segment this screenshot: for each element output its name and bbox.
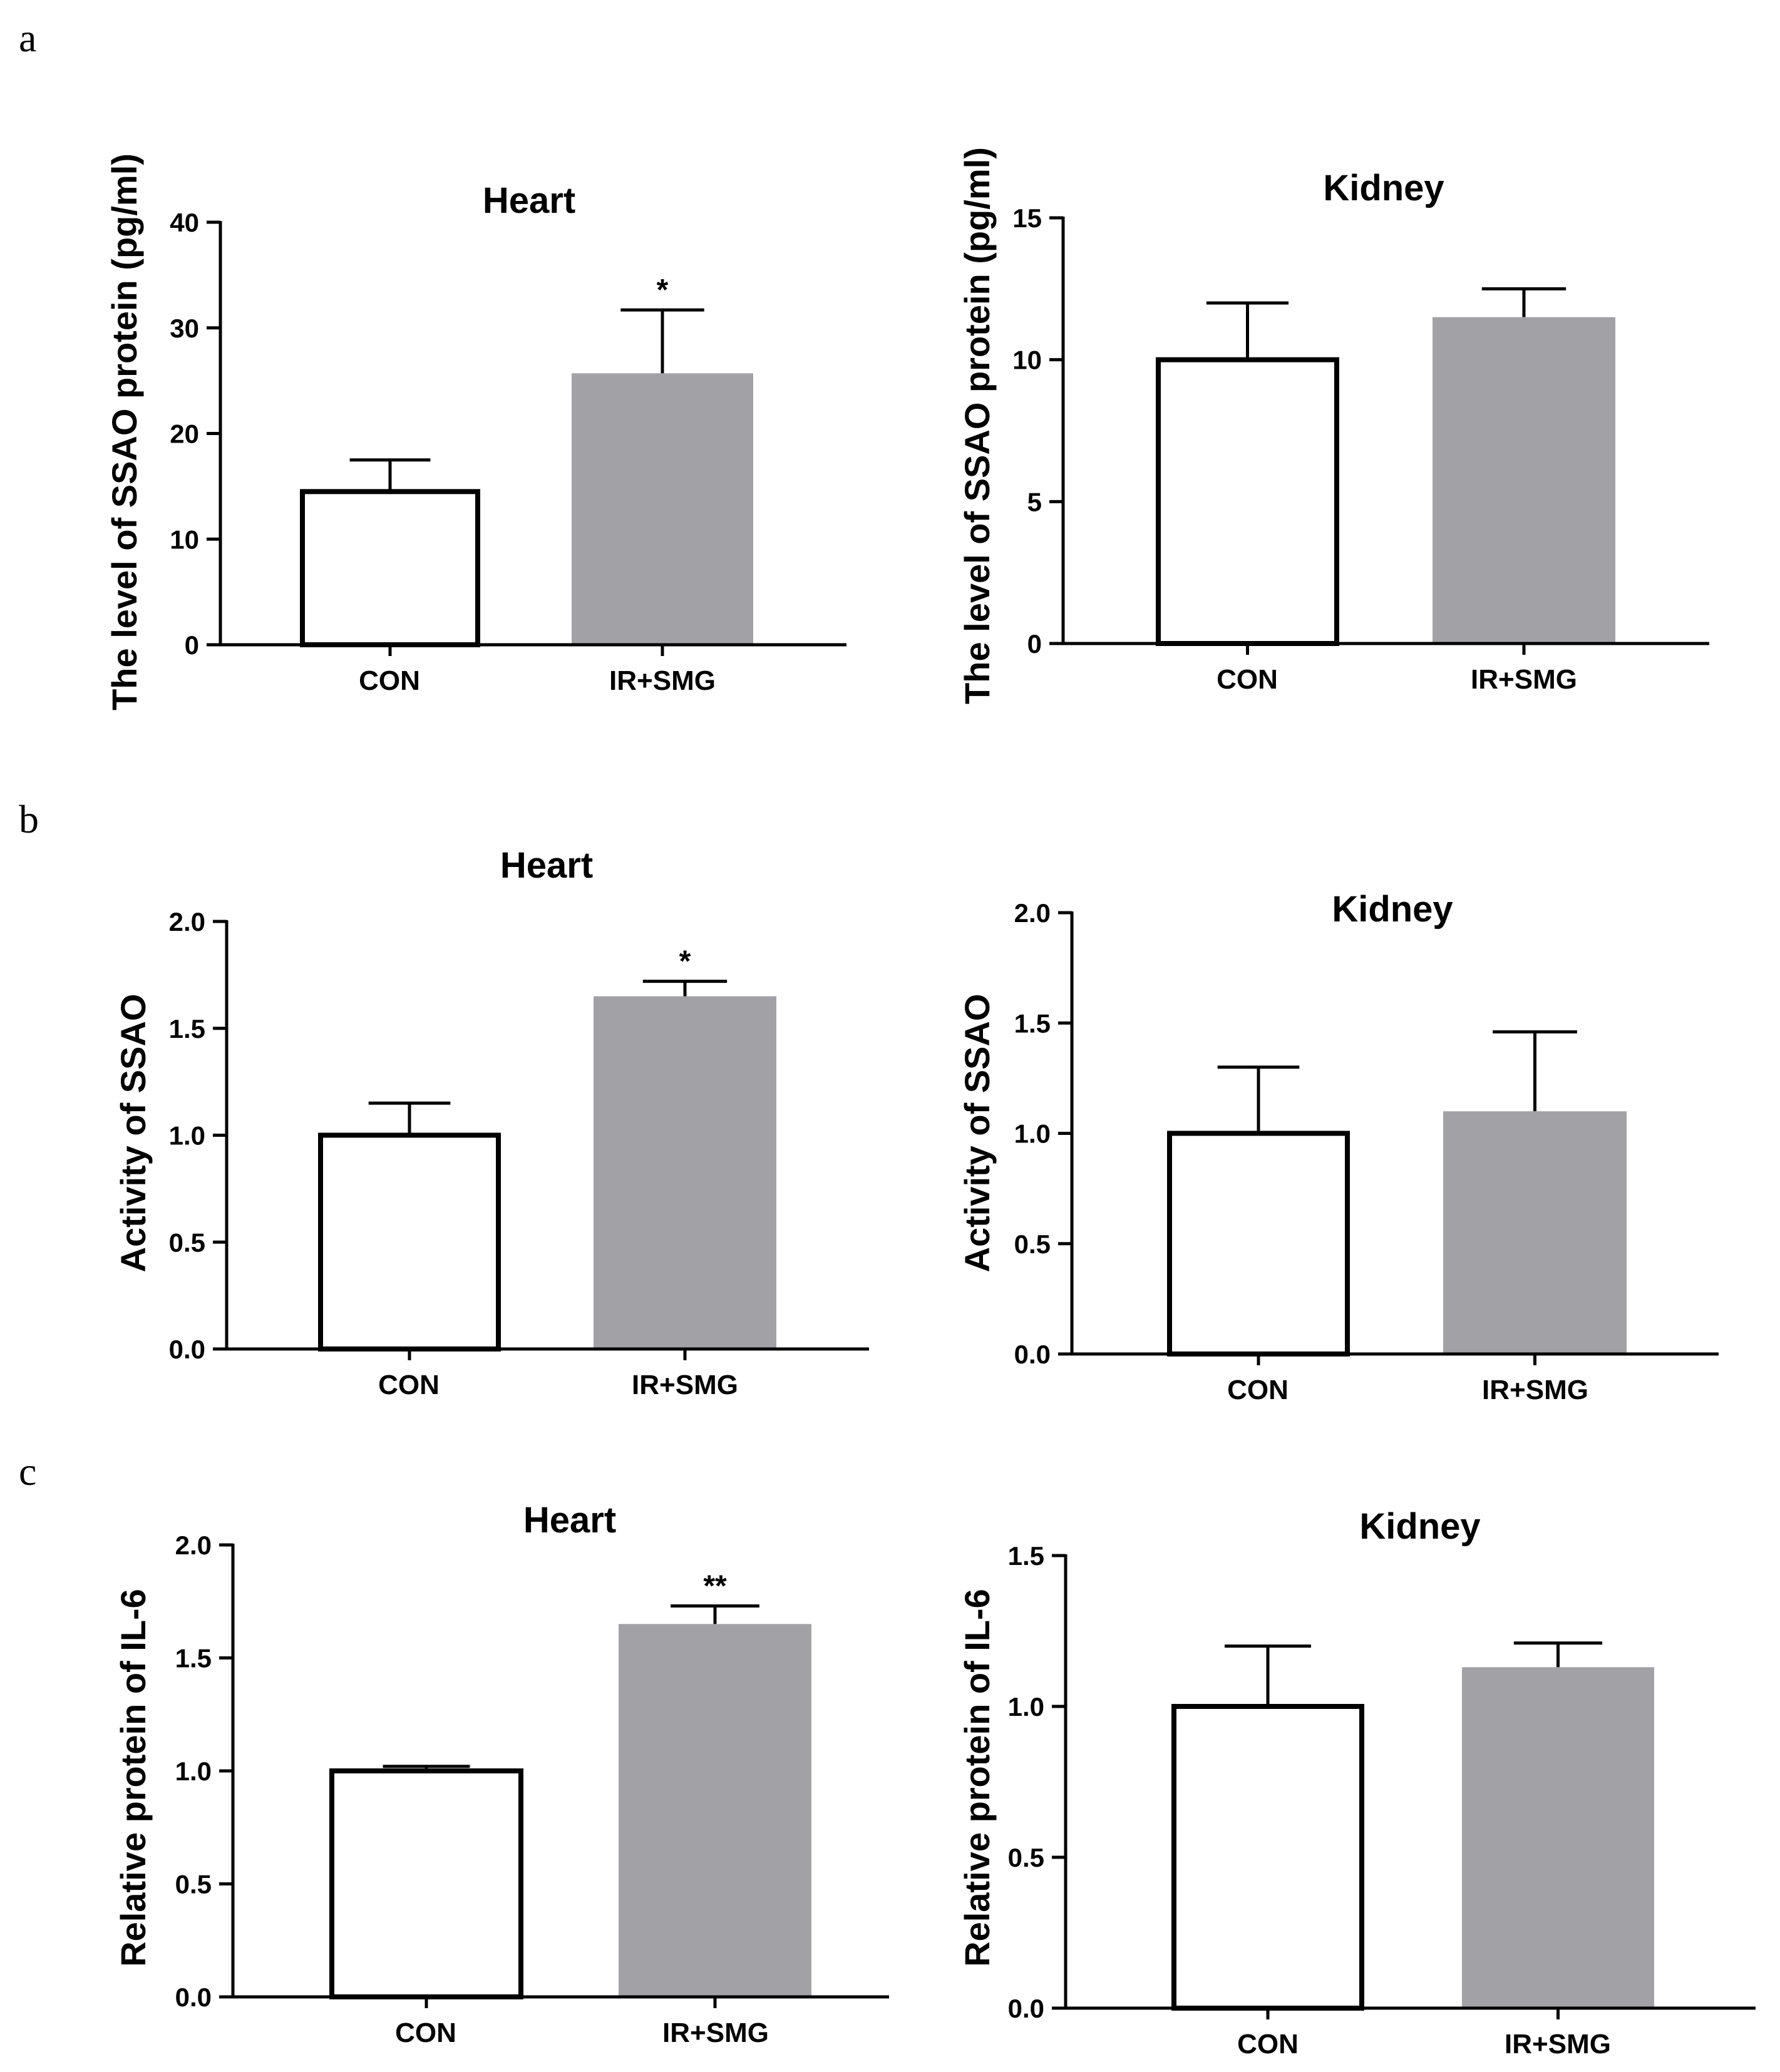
chart-title: Heart — [500, 845, 593, 886]
y-axis-label: The level of SSAO protein (pg/ml) — [957, 147, 997, 704]
category-label: IR+SMG — [632, 1370, 738, 1400]
chart-3: Heart Activity of SSAO CON * IR+SMG 0.0 0.5 1.0… — [113, 845, 869, 1400]
bar-IR+SMG — [1433, 317, 1615, 644]
bar-IR+SMG — [619, 1624, 811, 1997]
bar-CON — [300, 489, 480, 647]
significance-label: * — [679, 945, 691, 978]
chart-title: Heart — [523, 1500, 616, 1541]
panel-letter-c: c — [19, 1449, 36, 1494]
y-axis-label: Relative protein of IL-6 — [113, 1589, 153, 1967]
chart-title: Kidney — [1359, 1506, 1480, 1547]
chart-6: Kidney Relative protein of IL-6 CON IR+SMG 0… — [957, 1506, 1756, 2059]
bar-IR+SMG — [594, 996, 776, 1349]
y-tick-label: 1.0 — [175, 1757, 212, 1786]
significance-label: * — [657, 274, 669, 307]
chart-title: Kidney — [1332, 889, 1453, 930]
category-label: CON — [395, 2018, 456, 2048]
y-tick-label: 0 — [185, 630, 199, 660]
y-tick-label: 0.5 — [169, 1228, 205, 1257]
bar-IR+SMG — [572, 373, 753, 645]
y-axis-label: Activity of SSAO — [957, 994, 997, 1273]
category-label: IR+SMG — [609, 665, 716, 696]
y-axis-label: Activity of SSAO — [113, 994, 153, 1273]
category-label: IR+SMG — [1471, 664, 1577, 695]
category-label: CON — [378, 1370, 440, 1400]
y-tick-label: 30 — [170, 314, 199, 343]
y-tick-label: 1.0 — [1014, 1119, 1051, 1149]
y-tick-label: 10 — [1012, 346, 1042, 375]
y-tick-label: 1.0 — [1008, 1692, 1044, 1721]
panel-letter-b: b — [19, 797, 39, 841]
bar-IR+SMG — [1462, 1667, 1654, 2008]
bar-CON — [329, 1768, 523, 1999]
y-tick-label: 2.0 — [1014, 898, 1051, 928]
y-tick-label: 1.0 — [169, 1121, 205, 1151]
category-label: IR+SMG — [662, 2018, 769, 2048]
chart-title: Heart — [483, 180, 575, 221]
y-tick-label: 15 — [1012, 203, 1042, 233]
category-label: IR+SMG — [1482, 1375, 1588, 1405]
y-tick-label: 1.5 — [1014, 1008, 1051, 1038]
y-tick-label: 20 — [170, 419, 199, 449]
charts: Heart The level of SSAO protein (pg/ml) CO… — [105, 147, 1756, 2059]
y-tick-label: 0.5 — [175, 1870, 212, 1899]
category-label: CON — [1227, 1375, 1289, 1405]
bar-CON — [1167, 1131, 1350, 1357]
chart-2: Kidney The level of SSAO protein (pg/ml) C… — [957, 147, 1709, 704]
bar-CON — [318, 1132, 501, 1351]
bar-IR+SMG — [1443, 1111, 1627, 1354]
y-tick-label: 5 — [1027, 487, 1042, 516]
y-tick-label: 0.5 — [1008, 1843, 1044, 1872]
y-tick-label: 0.5 — [1014, 1229, 1051, 1259]
y-tick-label: 0.0 — [169, 1335, 205, 1364]
category-label: CON — [1237, 2029, 1299, 2059]
y-axis-label: Relative protein of IL-6 — [957, 1589, 997, 1967]
y-tick-label: 1.5 — [169, 1014, 205, 1044]
chart-1: Heart The level of SSAO protein (pg/ml) CO… — [105, 153, 846, 710]
y-tick-label: 1.5 — [175, 1644, 212, 1673]
y-tick-label: 0.0 — [1014, 1340, 1051, 1369]
bar-CON — [1156, 357, 1339, 647]
y-tick-label: 40 — [170, 208, 199, 237]
category-label: CON — [359, 665, 420, 696]
y-tick-label: 0.0 — [175, 1982, 212, 2012]
y-tick-label: 10 — [170, 525, 199, 554]
category-label: IR+SMG — [1505, 2029, 1611, 2059]
category-label: CON — [1217, 664, 1278, 695]
chart-title: Kidney — [1323, 168, 1444, 208]
y-axis-label: The level of SSAO protein (pg/ml) — [105, 153, 144, 710]
y-tick-label: 0 — [1027, 629, 1042, 659]
panel-letter-a: a — [19, 16, 36, 60]
y-tick-label: 0.0 — [1008, 1994, 1044, 2023]
y-tick-label: 2.0 — [175, 1531, 212, 1560]
bar-CON — [1171, 1704, 1364, 2011]
significance-label: ** — [703, 1569, 727, 1603]
chart-4: Kidney Activity of SSAO CON IR+SMG 0.0 0.5 1.0… — [957, 889, 1719, 1405]
chart-5: Heart Relative protein of IL-6 CON ** IR+SMG… — [113, 1500, 889, 2048]
y-tick-label: 2.0 — [169, 907, 205, 936]
y-tick-label: 1.5 — [1008, 1541, 1044, 1571]
